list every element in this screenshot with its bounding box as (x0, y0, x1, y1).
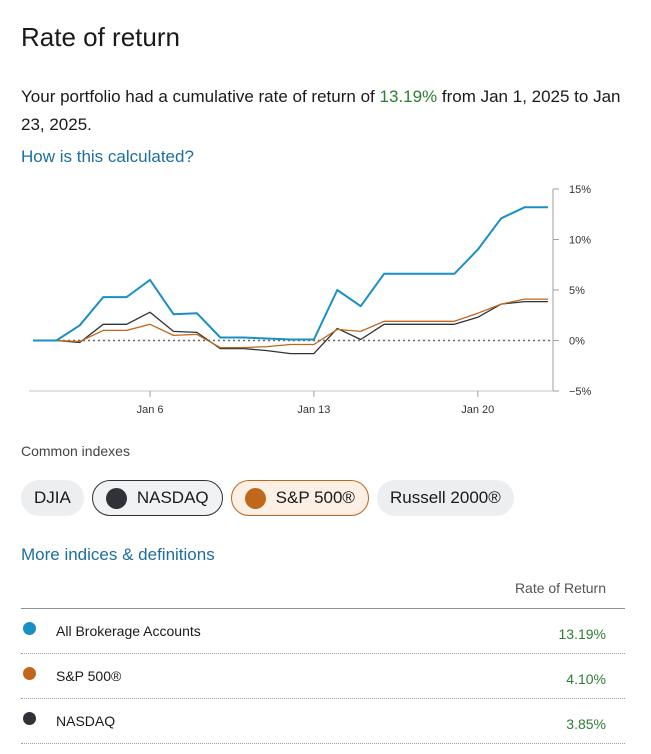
more-indices-link[interactable]: More indices & definitions (21, 545, 215, 564)
chip-djia[interactable]: DJIA (21, 480, 84, 516)
nasdaq-color-dot-icon (105, 487, 127, 509)
y-tick-label: 5% (569, 285, 585, 297)
row-name: S&P 500® (56, 668, 122, 684)
nasdaq-color-dot-icon (23, 712, 36, 725)
chip-russell-label: Russell 2000® (389, 488, 501, 507)
chip-sp500-label: S&P 500® (275, 488, 355, 507)
y-tick-label: −5% (569, 386, 592, 398)
sp500-color-dot-icon (244, 487, 266, 509)
series-line-nasdaq (33, 300, 548, 355)
y-tick-label: 0% (569, 336, 585, 348)
row-name: NASDAQ (56, 713, 116, 729)
table-row: All Brokerage Accounts 13.19% (21, 609, 625, 654)
x-tick-label: Jan 6 (137, 404, 164, 416)
x-tick-label: Jan 13 (297, 404, 330, 416)
summary-suffix: from Jan 1, 2025 to Jan 23, 2025. (21, 87, 621, 134)
row-name: All Brokerage Accounts (56, 623, 201, 639)
table-header: Rate of Return (21, 573, 625, 609)
summary-prefix: Your portfolio had a cumulative rate of … (21, 87, 380, 106)
page-title: Rate of return (21, 22, 180, 52)
summary-text: Your portfolio had a cumulative rate of … (21, 83, 631, 139)
rate-of-return-chart: 15% 10% 5% 0% −5% Jan 6 Jan 13 Jan 20 (29, 184, 592, 416)
index-chip-group: DJIA NASDAQ S&P 500® Russell 2000® (21, 480, 514, 516)
chip-sp500[interactable]: S&P 500® (230, 480, 369, 516)
table-row: NASDAQ 3.85% (21, 699, 625, 744)
common-indexes-label: Common indexes (21, 443, 130, 459)
x-tick-label: Jan 20 (461, 404, 494, 416)
chip-russell-2000[interactable]: Russell 2000® (376, 480, 514, 516)
table-row: S&P 500® 4.10% (21, 654, 625, 699)
how-calculated-link[interactable]: How is this calculated? (21, 147, 194, 166)
y-tick-label: 10% (569, 235, 591, 247)
chip-nasdaq[interactable]: NASDAQ (91, 480, 223, 516)
returns-table: Rate of Return All Brokerage Accounts 13… (21, 573, 625, 744)
series-line-s-p-500 (33, 298, 548, 349)
summary-percent: 13.19% (379, 87, 438, 106)
row-value: 13.19% (558, 626, 606, 642)
brokerage-color-dot-icon (23, 622, 36, 635)
chip-nasdaq-label: NASDAQ (136, 488, 209, 507)
y-tick-label: 15% (569, 184, 591, 196)
chip-djia-label: DJIA (34, 488, 71, 507)
series-line-all-brokerage-accounts (33, 206, 548, 342)
rate-of-return-column-header: Rate of Return (514, 580, 606, 596)
sp500-color-dot-icon (23, 667, 36, 680)
row-value: 4.10% (566, 671, 606, 687)
row-value: 3.85% (566, 716, 606, 732)
